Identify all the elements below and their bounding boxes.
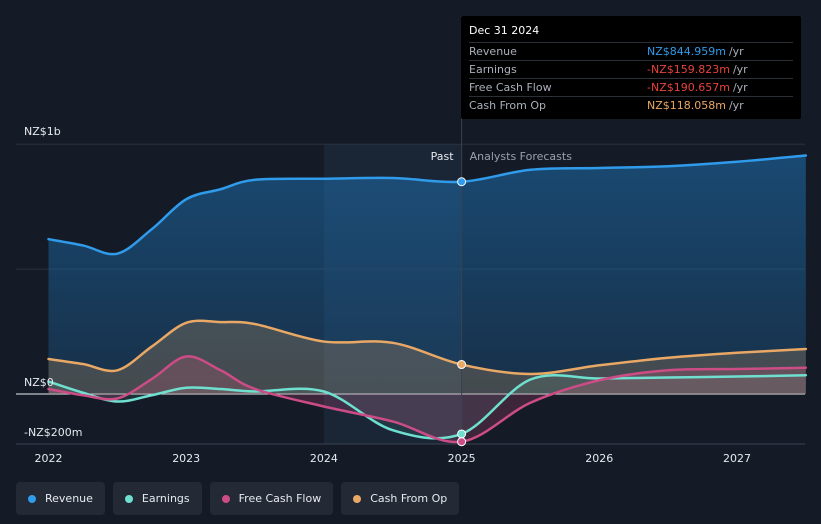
tooltip-row-value: NZ$844.959m: [647, 45, 726, 58]
legend-item-earnings[interactable]: Earnings: [112, 482, 202, 515]
free-cash-flow-line: [47, 355, 808, 444]
x-axis-tick-label: 2026: [585, 452, 613, 465]
past-label: Past: [431, 150, 455, 163]
tooltip-row-earnings: Earnings -NZ$159.823m /yr: [469, 60, 793, 78]
x-axis-tick-label: 2022: [35, 452, 63, 465]
x-axis-tick-label: 2023: [172, 452, 200, 465]
chart-legend: Revenue Earnings Free Cash Flow Cash Fro…: [16, 482, 460, 515]
earnings-dot-icon: [124, 494, 133, 503]
y-axis-tick-label: -NZ$200m: [24, 426, 82, 439]
legend-item-free-cash-flow[interactable]: Free Cash Flow: [209, 482, 334, 515]
tooltip-row-value: -NZ$159.823m: [647, 63, 730, 76]
x-axis-tick-label: 2027: [723, 452, 751, 465]
revenue-dot-icon: [28, 494, 36, 503]
legend-label: Cash From Op: [370, 492, 448, 505]
tooltip-row-label: Cash From Op: [469, 99, 547, 112]
earnings-line: [47, 373, 808, 440]
cash-from-op-line: [47, 319, 808, 376]
x-axis-tick-label: 2024: [310, 452, 338, 465]
revenue-marker: [457, 177, 467, 187]
data-tooltip: Dec 31 2024 Revenue NZ$844.959m /yr Earn…: [461, 16, 801, 119]
free-cash-flow-dot-icon: [221, 494, 230, 503]
tooltip-row-value: -NZ$190.657m: [647, 81, 730, 94]
legend-item-revenue[interactable]: Revenue: [16, 482, 105, 515]
tooltip-row-cash-from-op: Cash From Op NZ$118.058m /yr: [469, 96, 793, 114]
revenue-line: [47, 154, 808, 256]
tooltip-row-revenue: Revenue NZ$844.959m /yr: [469, 42, 793, 60]
y-axis-tick-label: NZ$0: [24, 376, 54, 389]
free-cash-flow-marker: [457, 437, 467, 447]
tooltip-row-unit: /yr: [732, 81, 748, 94]
legend-label: Free Cash Flow: [238, 492, 322, 505]
chart-area: NZ$1b NZ$0 -NZ$200m 2022 2023 2024 2025 2026 20…: [16, 16, 808, 465]
tooltip-row-value: NZ$118.058m: [647, 99, 726, 112]
tooltip-row-unit: /yr: [728, 45, 744, 58]
tooltip-row-label: Free Cash Flow: [469, 81, 552, 94]
earnings-marker: [457, 429, 467, 439]
x-axis-tick-label: 2025: [448, 452, 476, 465]
tooltip-row-free-cash-flow: Free Cash Flow -NZ$190.657m /yr: [469, 78, 793, 96]
legend-item-cash-from-op[interactable]: Cash From Op: [341, 482, 460, 515]
legend-label: Earnings: [141, 492, 190, 505]
tooltip-row-unit: /yr: [728, 99, 744, 112]
cash-from-op-marker: [457, 360, 467, 370]
forecast-label: Analysts Forecasts: [470, 150, 573, 163]
tooltip-row-label: Earnings: [469, 63, 517, 76]
y-axis-tick-label: NZ$1b: [24, 125, 61, 138]
cash-from-op-dot-icon: [353, 494, 362, 503]
tooltip-row-label: Revenue: [469, 45, 517, 58]
revenue-area: [48, 155, 806, 394]
tooltip-row-unit: /yr: [732, 63, 748, 76]
tooltip-date: Dec 31 2024: [469, 24, 540, 37]
legend-label: Revenue: [45, 492, 93, 505]
